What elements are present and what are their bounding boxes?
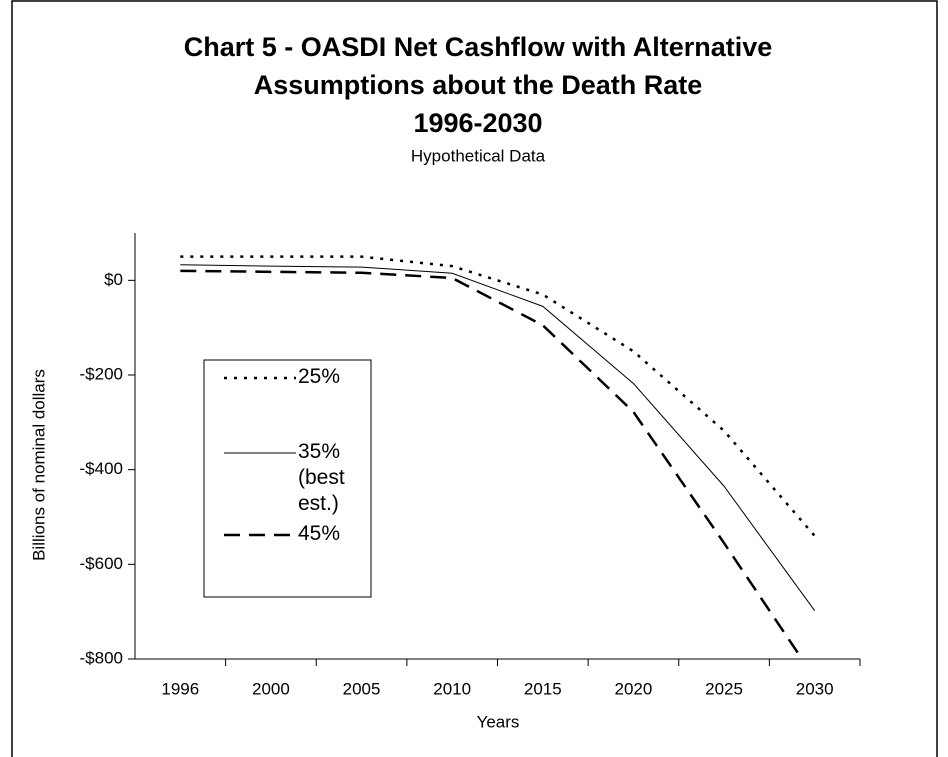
x-tick-label: 2005: [343, 679, 381, 698]
legend-entry: 25%: [298, 365, 341, 388]
y-tick-label: -$600: [80, 554, 123, 573]
legend-label: 35% (best est.): [298, 440, 345, 515]
chart-subtitle: Hypothetical Data: [411, 146, 546, 165]
x-tick-label: 1996: [161, 679, 199, 698]
chart-title: Assumptions about the Death Rate: [254, 70, 703, 100]
chart-title: 1996-2030: [413, 108, 542, 138]
x-tick-label: 2030: [796, 679, 834, 698]
series-line: [180, 264, 816, 612]
y-tick-label: -$200: [80, 364, 123, 383]
chart-title: Chart 5 - OASDI Net Cashflow with Altern…: [184, 32, 773, 62]
x-tick-label: 2010: [433, 679, 471, 698]
y-axis-label: Billions of nominal dollars: [29, 369, 48, 561]
x-axis-label: Years: [477, 712, 520, 731]
y-tick-label: -$800: [80, 648, 123, 667]
series-line: [180, 269, 804, 659]
x-tick-label: 2020: [615, 679, 653, 698]
y-tick-label: -$400: [80, 459, 123, 478]
x-tick-label: 2025: [705, 679, 743, 698]
x-tick-label: 2015: [524, 679, 562, 698]
legend-label: 25%: [298, 365, 341, 388]
legend-label: 45%: [298, 522, 341, 545]
y-tick-label: $0: [104, 270, 123, 289]
x-tick-label: 2000: [252, 679, 290, 698]
legend-box: [203, 359, 372, 598]
legend-entry: 45%: [298, 522, 341, 545]
legend-entry: 35% (best est.): [298, 440, 345, 515]
